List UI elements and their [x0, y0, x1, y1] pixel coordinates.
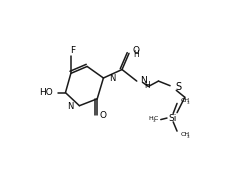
Text: N: N — [67, 102, 74, 111]
Text: O: O — [99, 111, 106, 120]
Text: N: N — [108, 74, 115, 83]
Text: N: N — [140, 76, 147, 85]
Text: F: F — [70, 46, 75, 55]
Text: 3: 3 — [152, 119, 155, 123]
Text: C: C — [153, 116, 158, 121]
Text: O: O — [132, 46, 139, 55]
Text: H: H — [148, 116, 152, 121]
Text: 3: 3 — [186, 135, 189, 139]
Text: 3: 3 — [186, 101, 189, 105]
Text: CH: CH — [180, 98, 189, 103]
Text: CH: CH — [180, 133, 189, 137]
Text: S: S — [175, 82, 181, 92]
Text: Si: Si — [167, 114, 176, 123]
Text: H: H — [144, 81, 150, 90]
Text: HO: HO — [39, 88, 53, 97]
Text: H: H — [132, 50, 138, 59]
